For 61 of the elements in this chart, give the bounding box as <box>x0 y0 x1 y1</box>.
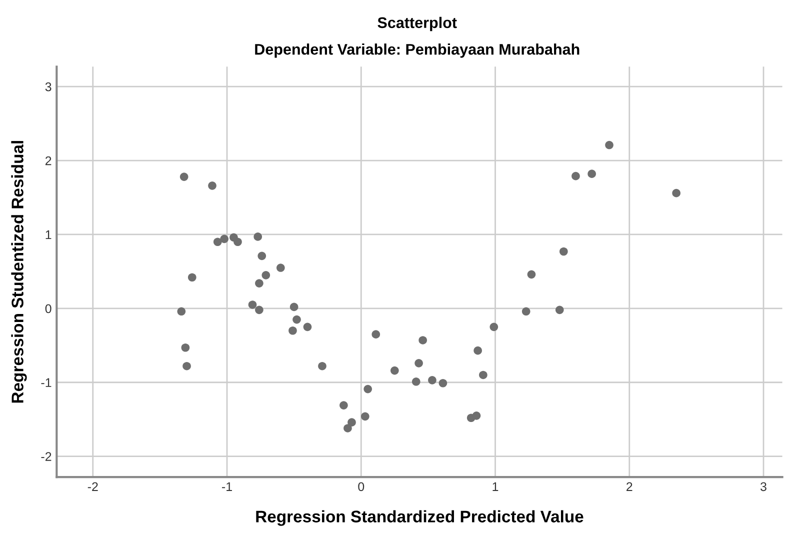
x-tick-label: 1 <box>492 482 498 491</box>
y-tick-label: 0 <box>45 304 52 314</box>
point <box>303 322 312 332</box>
y-tick-label: -1 <box>41 378 52 387</box>
y-axis-title: Regression Studentized Residual <box>11 141 27 403</box>
point <box>288 326 297 335</box>
point <box>208 182 216 190</box>
x-tick-label: 0 <box>358 482 364 492</box>
point <box>438 378 448 388</box>
point <box>181 343 190 352</box>
point <box>177 307 186 316</box>
point <box>318 362 326 370</box>
y-tick-label: 3 <box>45 82 52 92</box>
point <box>390 366 399 375</box>
chart-subtitle: Dependent Variable: Pembiayaan Murabahah <box>255 44 580 58</box>
x-tick-label: 2 <box>626 482 632 491</box>
point <box>180 172 188 181</box>
point <box>188 273 196 282</box>
point <box>255 306 264 314</box>
point <box>559 247 568 256</box>
point <box>474 346 482 355</box>
point <box>490 322 498 332</box>
point <box>479 370 488 380</box>
point <box>428 376 436 384</box>
point <box>555 306 564 314</box>
point <box>344 424 352 432</box>
point <box>360 412 370 421</box>
point <box>182 362 191 370</box>
y-tick-label: 1 <box>46 230 52 240</box>
point <box>522 307 530 316</box>
point <box>372 330 380 338</box>
x-tick-label: -2 <box>88 482 98 491</box>
point <box>527 270 536 279</box>
point <box>248 300 257 309</box>
chart-title: Scatterplot <box>378 16 457 32</box>
y-tick-label: 2 <box>45 156 52 166</box>
point <box>364 384 372 394</box>
point <box>414 358 423 368</box>
point <box>292 315 301 324</box>
point <box>276 264 285 272</box>
point <box>412 377 420 386</box>
point <box>290 302 298 312</box>
point <box>605 140 614 150</box>
point <box>472 411 481 420</box>
x-tick-label: 3 <box>760 482 766 492</box>
point <box>418 336 427 344</box>
point <box>254 232 262 241</box>
point <box>234 238 242 246</box>
point <box>572 172 580 180</box>
point <box>348 418 356 426</box>
y-tick-label: -2 <box>41 452 52 461</box>
point <box>258 252 266 260</box>
point <box>262 270 270 280</box>
point <box>220 234 228 244</box>
x-axis-title: Regression Standardized Predicted Value <box>256 510 584 526</box>
point <box>672 188 680 198</box>
point <box>340 401 348 410</box>
x-tick-label: -1 <box>222 482 232 491</box>
point <box>213 238 222 246</box>
point <box>255 279 264 288</box>
point <box>588 170 596 178</box>
